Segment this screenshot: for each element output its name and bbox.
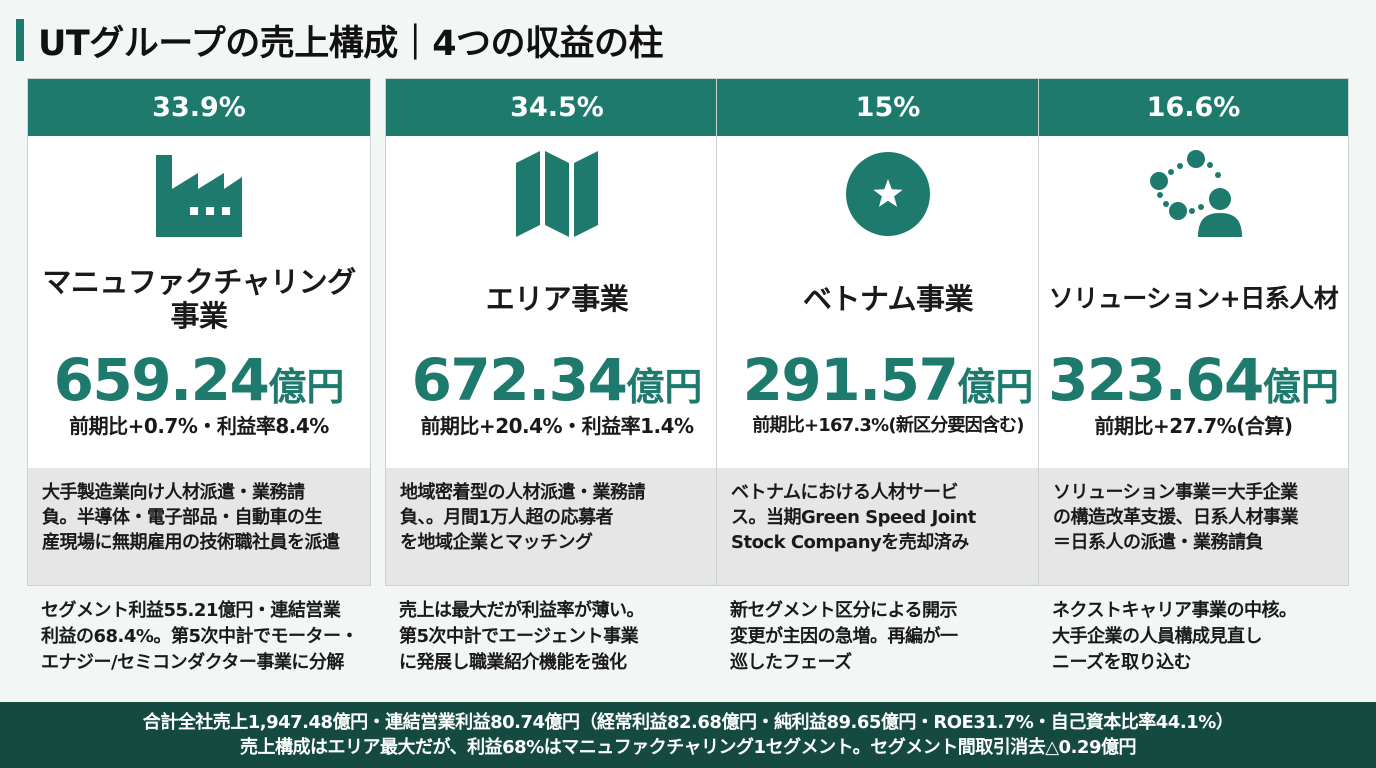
note-line: ネクストキャリア事業の中核。 [1052, 600, 1297, 621]
segment-note-vietnam: 新セグメント区分による開示 変更が主因の急増。再編が一 巡したフェーズ [730, 598, 1050, 676]
note-line: 大手企業の人員構成見直し [1052, 626, 1263, 648]
segment-note-area: 売上は最大だが利益率が薄い。 第5次中計でエージェント事業 に発展し職業紹介機能… [399, 598, 719, 676]
segment-card-solution: 16.6% ソリューション+日系人材 [1038, 78, 1349, 586]
segment-name-line1: エリア事業 [485, 281, 629, 316]
description-line: の構造改革支援、日系人材事業 [1053, 507, 1299, 529]
segment-name-line1: ソリューション+日系人材 [1048, 284, 1339, 314]
segment-revenue: 659.24 億円 [28, 346, 370, 414]
note-line: エナジー/セミコンダクター事業に分解 [41, 652, 344, 674]
page-title: UTグループの売上構成｜4つの収益の柱 [38, 23, 664, 64]
segment-note-solution: ネクストキャリア事業の中核。 大手企業の人員構成見直し ニーズを取り込む [1052, 598, 1352, 676]
revenue-unit: 億円 [268, 365, 345, 409]
revenue-unit: 億円 [1262, 365, 1339, 409]
summary-footer: 合計全社売上1,947.48億円・連結営業利益80.74億円（経常利益82.68… [0, 702, 1376, 768]
star-circle-icon [846, 152, 930, 236]
revenue-unit: 億円 [626, 365, 703, 409]
revenue-value: 672.34 [411, 346, 628, 414]
segment-name: マニュファクチャリング 事業 [28, 252, 370, 346]
revenue-value: 291.57 [742, 346, 959, 414]
segment-description: 大手製造業向け人材派遣・業務請 負。半導体・電子部品・自動車の生 産現場に無期雇… [28, 468, 370, 585]
description-line: Stock Companyを売却済み [731, 532, 969, 554]
description-line: 大手製造業向け人材派遣・業務請 [42, 482, 305, 503]
segment-name-line2: 事業 [170, 299, 228, 333]
yoy-change: 前期比+27.7%(合算) [1094, 413, 1293, 438]
note-line: 新セグメント区分による開示 [730, 600, 957, 621]
segment-card-area: 34.5% エリア事業 672.34 億円 前期比+20.4%・利益率1.4% 地… [385, 78, 729, 586]
factory-icon [156, 155, 242, 237]
revenue-unit: 億円 [957, 365, 1034, 409]
title-accent-bar [16, 19, 24, 61]
note-line: 利益の68.4%。第5次中計でモーター・ [41, 626, 358, 648]
segment-note-manufacturing: セグメント利益55.21億円・連結営業 利益の68.4%。第5次中計でモーター・… [41, 598, 361, 676]
segment-share: 34.5% [386, 79, 728, 136]
segment-description: ソリューション事業＝大手企業 の構造改革支援、日系人材事業 ＝日系人の派遣・業務… [1039, 468, 1348, 585]
segment-cards: 33.9% マニュファクチャリング 事業 659.24 億円 前期比+0.7%・利… [27, 78, 1349, 586]
note-line: セグメント利益55.21億円・連結営業 [41, 600, 341, 621]
segment-revenue: 323.64 億円 [1039, 346, 1348, 414]
revenue-value: 323.64 [1048, 346, 1264, 414]
people-network-icon [1149, 150, 1242, 237]
segment-share: 33.9% [28, 79, 370, 136]
description-line: ソリューション事業＝大手企業 [1053, 482, 1298, 503]
segment-name: ソリューション+日系人材 [1039, 252, 1348, 346]
note-line: ニーズを取り込む [1052, 652, 1192, 674]
footer-line1: 合計全社売上1,947.48億円・連結営業利益80.74億円（経常利益82.68… [142, 711, 1234, 733]
description-line: ス。当期Green Speed Joint [731, 507, 976, 529]
description-line: 負、。月間1万人超の応募者 [400, 507, 614, 529]
note-line: 売上は最大だが利益率が薄い。 [399, 600, 645, 621]
description-line: を地域企業とマッチング [400, 532, 593, 554]
note-line: 変更が主因の急増。再編が一 [730, 626, 958, 648]
segment-name: ベトナム事業 [717, 252, 1059, 346]
yoy-change: 前期比+167.3%(新区分要因含む) [752, 415, 1024, 436]
segment-revenue: 291.57 億円 [717, 346, 1059, 414]
segment-card-vietnam: 15% ベトナム事業 291.57 億円 前期比+167.3%(新区分要因含む) … [716, 78, 1060, 586]
map-icon [516, 151, 598, 237]
note-line: 巡したフェーズ [730, 652, 852, 674]
segment-revenue: 672.34 億円 [386, 346, 728, 414]
description-line: ベトナムにおける人材サービ [731, 482, 958, 503]
segment-name: エリア事業 [386, 252, 728, 346]
yoy-change: 前期比+20.4%・利益率1.4% [420, 413, 694, 438]
segment-name-line1: ベトナム事業 [802, 281, 974, 316]
revenue-value: 659.24 [53, 346, 270, 414]
yoy-change: 前期比+0.7%・利益率8.4% [69, 413, 329, 438]
description-line: ＝日系人の派遣・業務請負 [1053, 532, 1264, 554]
segment-description: ベトナムにおける人材サービ ス。当期Green Speed Joint Stoc… [717, 468, 1059, 585]
segment-description: 地域密着型の人材派遣・業務請 負、。月間1万人超の応募者 を地域企業とマッチング [386, 468, 728, 585]
footer-line2: 売上構成はエリア最大だが、利益68%はマニュファクチャリング1セグメント。セグメ… [240, 737, 1136, 758]
description-line: 地域密着型の人材派遣・業務請 [400, 482, 646, 503]
segment-card-manufacturing: 33.9% マニュファクチャリング 事業 659.24 億円 前期比+0.7%・利… [27, 78, 371, 586]
note-line: に発展し職業紹介機能を強化 [399, 652, 627, 674]
description-line: 産現場に無期雇用の技術職社員を派遣 [42, 532, 340, 554]
segment-name-line1: マニュファクチャリング [42, 264, 356, 299]
segment-share: 16.6% [1039, 79, 1348, 136]
title-bar: UTグループの売上構成｜4つの収益の柱 [16, 14, 664, 66]
segment-share: 15% [717, 79, 1059, 136]
description-line: 負。半導体・電子部品・自動車の生 [42, 507, 323, 529]
note-line: 第5次中計でエージェント事業 [399, 626, 639, 648]
